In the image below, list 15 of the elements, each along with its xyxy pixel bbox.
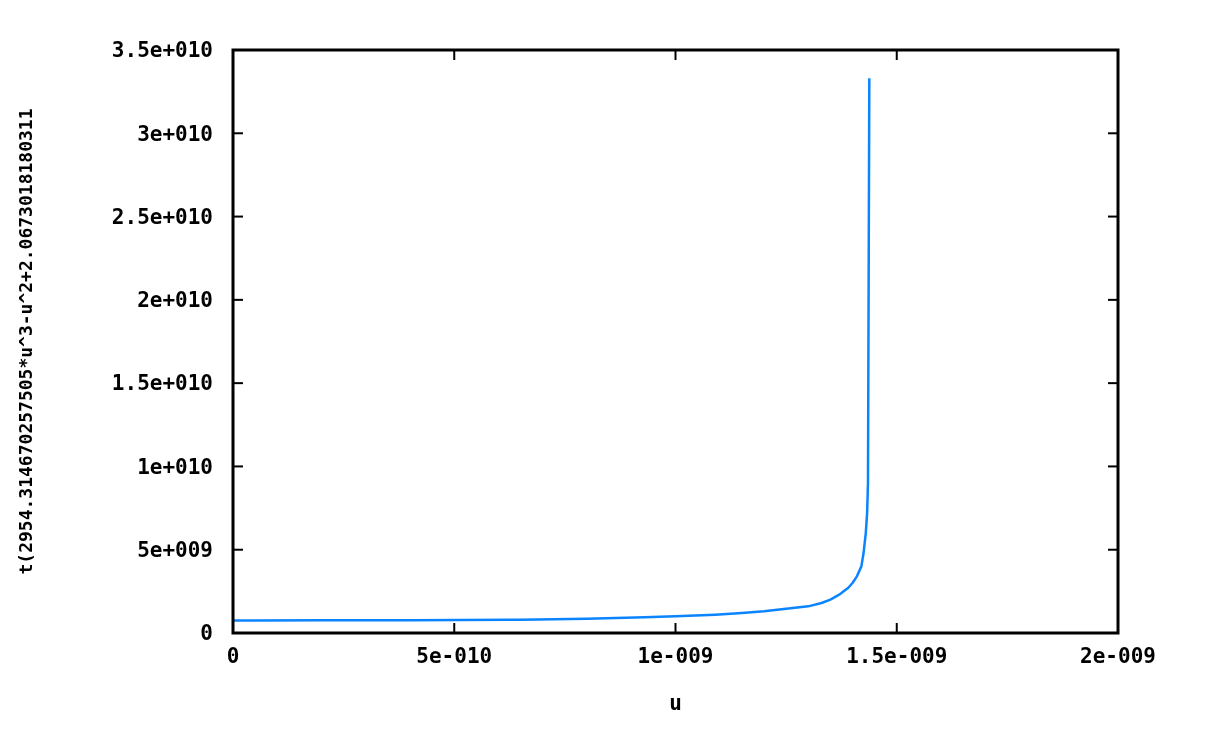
y-axis-title: t(2954.314670257505*u^3-u^2+2.0673018180311 <box>15 108 36 575</box>
x-tick-label: 0 <box>226 644 240 668</box>
x-tick-label: 2e-009 <box>1080 644 1156 668</box>
x-tick-label: 1.5e-009 <box>846 644 948 668</box>
y-tick-label: 1.5e+010 <box>111 371 213 396</box>
y-tick-label: 2e+010 <box>137 288 213 313</box>
y-tick-label: 3.5e+010 <box>111 38 213 63</box>
y-tick-label: 1e+010 <box>137 454 213 479</box>
x-tick-label: 5e-010 <box>416 644 493 668</box>
y-tick-label: 3e+010 <box>137 121 213 146</box>
x-axis-title: u <box>669 691 682 715</box>
y-tick-label: 5e+009 <box>137 538 213 563</box>
x-tick-label: 1e-009 <box>637 644 714 668</box>
y-tick-label: 2.5e+010 <box>111 204 213 229</box>
y-tick-label: 0 <box>200 621 213 646</box>
